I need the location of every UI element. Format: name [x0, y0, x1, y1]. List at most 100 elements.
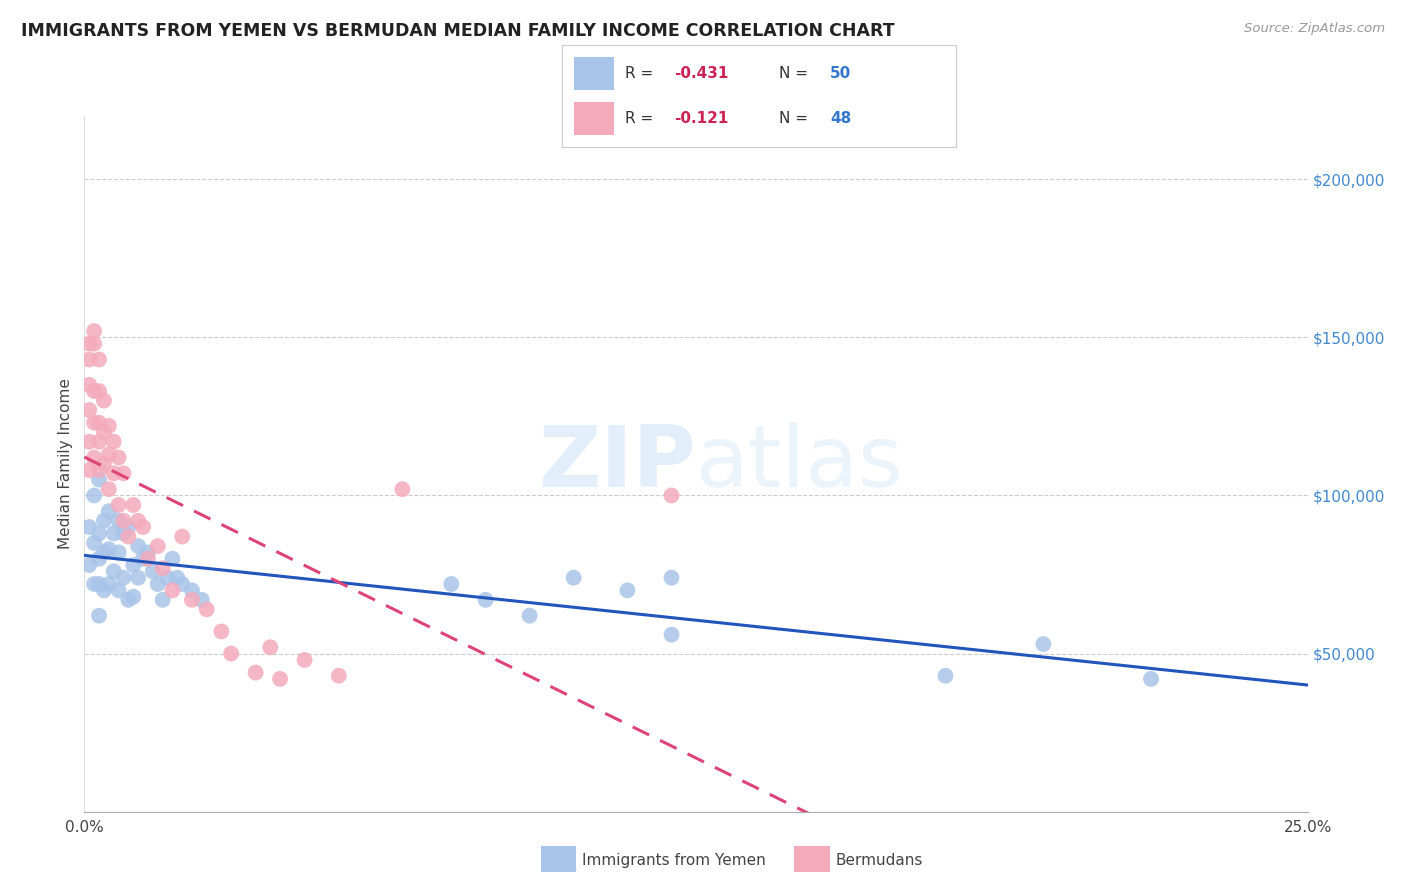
Point: [127, 514, 149, 528]
Point: [87, 384, 110, 398]
Point: [107, 498, 129, 512]
Point: [77, 352, 100, 367]
Point: [112, 526, 135, 541]
Text: ZIP: ZIP: [538, 422, 696, 506]
Point: [146, 577, 169, 591]
Text: atlas: atlas: [696, 422, 904, 506]
Text: 48: 48: [830, 111, 852, 126]
Point: [77, 336, 100, 351]
Point: [132, 551, 155, 566]
Point: [87, 473, 110, 487]
Point: [107, 583, 129, 598]
Point: [562, 571, 585, 585]
Point: [146, 539, 169, 553]
Point: [93, 514, 115, 528]
Y-axis label: Median Family Income: Median Family Income: [58, 378, 73, 549]
Point: [87, 551, 110, 566]
Text: N =: N =: [779, 66, 813, 81]
Point: [181, 583, 204, 598]
Text: R =: R =: [626, 66, 658, 81]
Point: [122, 558, 145, 572]
Point: [156, 571, 179, 585]
Point: [152, 592, 174, 607]
Point: [152, 561, 174, 575]
Point: [97, 504, 120, 518]
Point: [97, 447, 120, 461]
Point: [77, 558, 100, 572]
Point: [83, 324, 105, 338]
Point: [83, 336, 105, 351]
Text: Source: ZipAtlas.com: Source: ZipAtlas.com: [1244, 22, 1385, 36]
Point: [136, 545, 159, 559]
Point: [127, 571, 149, 585]
Point: [112, 514, 135, 528]
Point: [519, 608, 541, 623]
Point: [162, 551, 184, 566]
Point: [83, 384, 105, 398]
Point: [83, 536, 105, 550]
Point: [259, 640, 281, 655]
Point: [661, 571, 683, 585]
Point: [93, 545, 115, 559]
Point: [77, 377, 100, 392]
Point: [219, 647, 242, 661]
Text: -0.431: -0.431: [675, 66, 728, 81]
Text: Immigrants from Yemen: Immigrants from Yemen: [582, 854, 766, 868]
Text: Bermudans: Bermudans: [835, 854, 922, 868]
Point: [103, 526, 125, 541]
Point: [934, 669, 956, 683]
Point: [83, 577, 105, 591]
Point: [117, 592, 139, 607]
Point: [93, 425, 115, 440]
Point: [83, 488, 105, 502]
Point: [97, 418, 120, 433]
Point: [142, 565, 165, 579]
Point: [391, 482, 413, 496]
Point: [77, 520, 100, 534]
Point: [87, 608, 110, 623]
Point: [661, 627, 683, 641]
Point: [97, 577, 120, 591]
Point: [83, 450, 105, 465]
Point: [616, 583, 638, 598]
Point: [93, 457, 115, 471]
Point: [93, 583, 115, 598]
Point: [195, 602, 218, 616]
Point: [112, 571, 135, 585]
Point: [166, 571, 188, 585]
Text: -0.121: -0.121: [675, 111, 728, 126]
Point: [87, 577, 110, 591]
Point: [245, 665, 267, 680]
Point: [172, 577, 194, 591]
Point: [162, 583, 184, 598]
Point: [136, 551, 159, 566]
Bar: [574, 102, 613, 135]
Point: [269, 672, 291, 686]
Text: IMMIGRANTS FROM YEMEN VS BERMUDAN MEDIAN FAMILY INCOME CORRELATION CHART: IMMIGRANTS FROM YEMEN VS BERMUDAN MEDIAN…: [21, 22, 894, 40]
Point: [77, 403, 100, 417]
Point: [127, 539, 149, 553]
Point: [1032, 637, 1054, 651]
Point: [77, 434, 100, 449]
Point: [122, 590, 145, 604]
Point: [103, 565, 125, 579]
Point: [122, 498, 145, 512]
Point: [93, 393, 115, 408]
Point: [112, 467, 135, 481]
Point: [97, 542, 120, 557]
Point: [107, 545, 129, 559]
Point: [87, 526, 110, 541]
Point: [107, 514, 129, 528]
Point: [87, 352, 110, 367]
Point: [103, 434, 125, 449]
Point: [117, 530, 139, 544]
Bar: [574, 57, 613, 90]
Point: [97, 482, 120, 496]
Point: [103, 467, 125, 481]
Text: 50: 50: [830, 66, 852, 81]
Point: [87, 416, 110, 430]
Point: [661, 488, 683, 502]
Text: R =: R =: [626, 111, 658, 126]
Point: [132, 520, 155, 534]
Point: [117, 520, 139, 534]
